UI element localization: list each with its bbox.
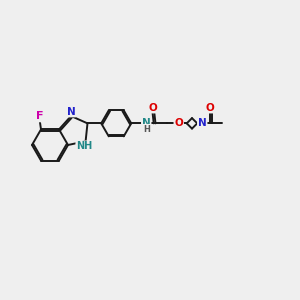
Text: NH: NH	[76, 141, 92, 151]
Text: O: O	[174, 118, 183, 128]
Text: O: O	[206, 103, 214, 112]
Text: O: O	[148, 103, 157, 112]
Text: F: F	[36, 111, 44, 122]
Text: N: N	[198, 118, 207, 128]
Text: N: N	[142, 118, 151, 128]
Text: N: N	[67, 106, 75, 116]
Text: H: H	[143, 124, 150, 134]
